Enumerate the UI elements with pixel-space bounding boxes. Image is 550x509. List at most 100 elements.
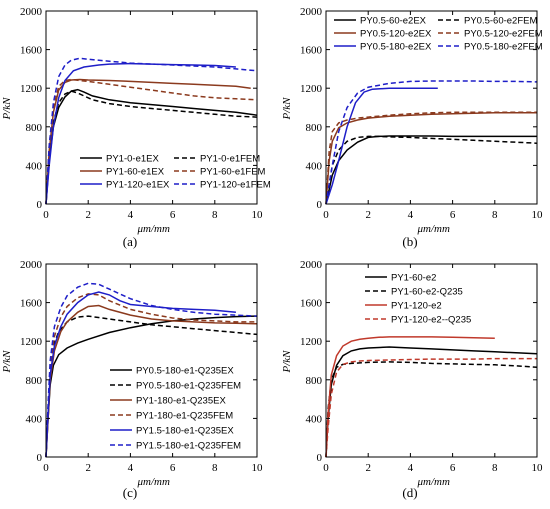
plot-frame	[325, 263, 538, 458]
x-tick-label: 4	[128, 209, 134, 221]
panel-caption: (b)	[402, 234, 417, 249]
y-tick-label: 2000	[20, 259, 43, 271]
x-tick-label: 6	[450, 209, 456, 221]
y-tick-label: 1200	[20, 336, 43, 348]
plot-frame	[45, 263, 258, 458]
legend-label: PY1-180-e1-Q235FEM	[136, 411, 233, 422]
legend-label: PY1.5-180-e1-Q235EX	[136, 426, 234, 437]
x-tick-label: 10	[252, 462, 264, 474]
panel-caption: (d)	[402, 485, 417, 500]
series-line	[45, 57, 258, 205]
series-line	[45, 62, 236, 205]
series-line	[45, 78, 251, 205]
legend-label: PY1-120-e2	[391, 301, 442, 312]
series-line	[325, 357, 537, 458]
x-tick-label: 4	[128, 462, 134, 474]
x-tick-label: 10	[252, 209, 264, 221]
x-tick-label: 2	[365, 462, 371, 474]
legend-label: PY0.5-180-e2FEM	[464, 42, 543, 53]
y-tick-label: 1600	[300, 298, 323, 310]
x-tick-label: 6	[170, 462, 176, 474]
y-tick-label: 400	[306, 413, 323, 425]
chart-panel-a: 0 2 4 6 8 10 0 400 800 1200 1600 2000 P/kN μm/mm(a) PY…	[1, 6, 271, 249]
y-tick-label: 800	[306, 375, 323, 387]
x-tick-label: 0	[323, 462, 329, 474]
series-line	[325, 135, 537, 205]
x-tick-label: 0	[43, 462, 49, 474]
y-tick-label: 800	[26, 122, 43, 134]
x-tick-label: 4	[408, 462, 414, 474]
legend-label: PY1-60-e2	[391, 273, 436, 284]
y-tick-label: 400	[306, 160, 323, 172]
series-line	[45, 315, 258, 458]
series-line	[325, 336, 495, 458]
legend-label: PY1.5-180-e1-Q235FEM	[136, 441, 241, 452]
legend-label: PY1-120-e1EX	[106, 180, 170, 191]
y-tick-label: 2000	[300, 259, 323, 271]
series-line	[45, 78, 258, 205]
y-tick-label: 0	[317, 452, 323, 464]
series-line	[325, 87, 438, 205]
legend-label: PY0.5-180-e1-Q235EX	[136, 366, 234, 377]
plot-frame	[45, 10, 258, 205]
legend-label: PY1-0-e1EX	[106, 154, 159, 165]
x-tick-label: 8	[212, 462, 218, 474]
y-axis-label: P/kN	[1, 97, 13, 121]
x-axis-label: μm/mm	[137, 476, 170, 488]
legend-label: PY1-120-e1FEM	[200, 180, 271, 191]
y-axis-label: P/kN	[281, 350, 293, 374]
series-line	[45, 291, 236, 458]
y-tick-label: 1200	[300, 336, 323, 348]
y-axis-label: P/kN	[281, 97, 293, 121]
y-tick-label: 1200	[300, 83, 323, 95]
x-tick-label: 8	[212, 209, 218, 221]
x-axis-label: μm/mm	[417, 223, 450, 235]
legend-label: PY1-60-e2-Q235	[391, 287, 463, 298]
plot-frame	[325, 10, 538, 205]
legend-label: PY0.5-180-e1-Q235FEM	[136, 381, 241, 392]
legend-label: PY1-120-e2--Q235	[391, 315, 471, 326]
legend-label: PY1-60-e1EX	[106, 167, 165, 178]
series-line	[45, 90, 258, 205]
y-tick-label: 400	[26, 160, 43, 172]
chart-panel-c: 0 2 4 6 8 10 0 400 800 1200 1600 2000 P/kN μm/mm(c) PY…	[1, 259, 263, 500]
y-tick-label: 800	[26, 375, 43, 387]
x-tick-label: 0	[323, 209, 329, 221]
chart-panel-d: 0 2 4 6 8 10 0 400 800 1200 1600 2000 P/kN μm/mm(d) PY…	[281, 259, 543, 500]
panel-caption: (a)	[123, 234, 137, 249]
chart-panel-b: 0 2 4 6 8 10 0 400 800 1200 1600 2000 P/kN μm/mm(b) PY…	[281, 6, 543, 249]
x-tick-label: 2	[85, 209, 91, 221]
y-tick-label: 0	[317, 199, 323, 211]
panel-caption: (c)	[123, 485, 137, 500]
y-tick-label: 1200	[20, 83, 43, 95]
x-tick-label: 4	[408, 209, 414, 221]
legend-label: PY1-0-e1FEM	[200, 154, 260, 165]
y-tick-label: 0	[37, 452, 43, 464]
legend-label: PY0.5-120-e2EX	[360, 29, 432, 40]
legend-label: PY0.5-60-e2EX	[360, 16, 427, 27]
x-tick-label: 6	[170, 209, 176, 221]
legend-label: PY0.5-120-e2FEM	[464, 29, 543, 40]
x-tick-label: 0	[43, 209, 49, 221]
series-line	[325, 111, 537, 205]
x-tick-label: 10	[532, 462, 544, 474]
x-tick-label: 6	[450, 462, 456, 474]
y-tick-label: 1600	[300, 45, 323, 57]
y-tick-label: 1600	[20, 45, 43, 57]
y-tick-label: 1600	[20, 298, 43, 310]
x-tick-label: 2	[85, 462, 91, 474]
x-axis-label: μm/mm	[137, 223, 170, 235]
y-axis-label: P/kN	[1, 350, 13, 374]
x-tick-label: 2	[365, 209, 371, 221]
y-tick-label: 2000	[300, 6, 323, 18]
x-axis-label: μm/mm	[417, 476, 450, 488]
y-tick-label: 2000	[20, 6, 43, 18]
legend-label: PY1-60-e1FEM	[200, 167, 266, 178]
legend-label: PY1-180-e1-Q235EX	[136, 396, 226, 407]
y-tick-label: 800	[306, 122, 323, 134]
legend-label: PY0.5-180-e2EX	[360, 42, 432, 53]
y-tick-label: 400	[26, 413, 43, 425]
y-tick-label: 0	[37, 199, 43, 211]
legend-label: PY0.5-60-e2FEM	[464, 16, 537, 27]
